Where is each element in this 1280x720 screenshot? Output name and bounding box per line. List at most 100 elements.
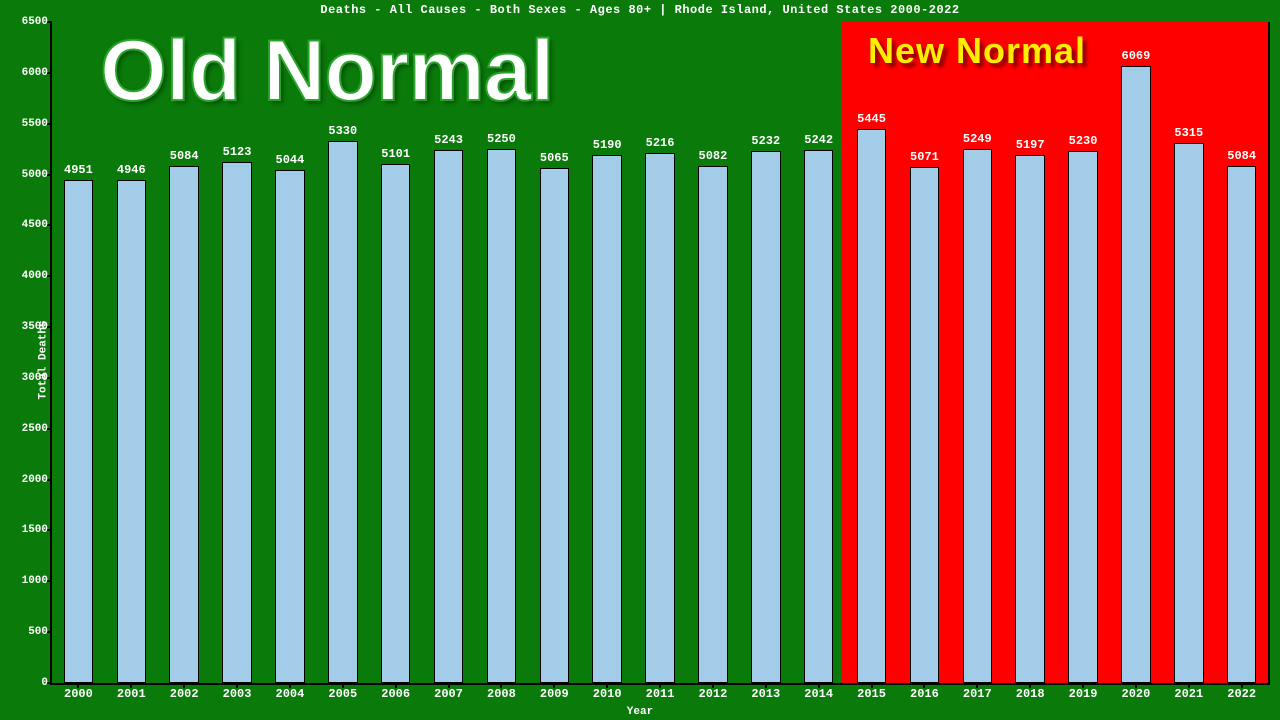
bar-slot: 50442004: [264, 22, 317, 683]
ytick-label: 4500: [22, 219, 48, 231]
bar-slot: 50842022: [1215, 22, 1268, 683]
bar-value-label: 5243: [434, 133, 463, 147]
xtick-label: 2013: [751, 687, 780, 701]
ytick-label: 4000: [22, 270, 48, 282]
xtick-label: 2004: [276, 687, 305, 701]
bar-value-label: 5242: [804, 133, 833, 147]
ytick-label: 3500: [22, 321, 48, 333]
bar-slot: 51972018: [1004, 22, 1057, 683]
bar-value-label: 5249: [963, 132, 992, 146]
bar-slot: 53302005: [316, 22, 369, 683]
bar: [963, 149, 993, 683]
bar-slot: 53152021: [1162, 22, 1215, 683]
bar: [1174, 143, 1204, 683]
bar: [1015, 155, 1045, 683]
bar-slot: 51902010: [581, 22, 634, 683]
xtick-label: 2021: [1174, 687, 1203, 701]
bar-slot: 50652009: [528, 22, 581, 683]
xtick-label: 2022: [1227, 687, 1256, 701]
ytick-label: 1500: [22, 524, 48, 536]
bar-slot: 50712016: [898, 22, 951, 683]
bar-slot: 60692020: [1110, 22, 1163, 683]
bar: [804, 150, 834, 683]
xtick-label: 2001: [117, 687, 146, 701]
bar-value-label: 5084: [1227, 149, 1256, 163]
bar-value-label: 5101: [381, 147, 410, 161]
bar-value-label: 5084: [170, 149, 199, 163]
bar-slot: 52322013: [739, 22, 792, 683]
bar-slot: 51232003: [211, 22, 264, 683]
bar-value-label: 5216: [646, 136, 675, 150]
plot-area: 0500100015002000250030003500400045005000…: [50, 22, 1270, 685]
bar: [751, 151, 781, 683]
bar-value-label: 5190: [593, 138, 622, 152]
bar-slot: 52162011: [634, 22, 687, 683]
bars-group: 4951200049462001508420025123200350442004…: [52, 22, 1268, 683]
bar-slot: 52302019: [1057, 22, 1110, 683]
bar: [540, 168, 570, 683]
xtick-label: 2010: [593, 687, 622, 701]
bar-value-label: 5197: [1016, 138, 1045, 152]
ytick-label: 3000: [22, 372, 48, 384]
bar-slot: 52422014: [792, 22, 845, 683]
xtick-label: 2012: [699, 687, 728, 701]
bar-value-label: 5044: [276, 153, 305, 167]
xtick-label: 2011: [646, 687, 675, 701]
x-axis-label: Year: [0, 706, 1280, 718]
bar: [169, 166, 199, 683]
ytick-label: 5500: [22, 118, 48, 130]
bar-slot: 49462001: [105, 22, 158, 683]
bar-slot: 49512000: [52, 22, 105, 683]
bar-value-label: 5232: [751, 134, 780, 148]
bar-value-label: 5065: [540, 151, 569, 165]
xtick-label: 2009: [540, 687, 569, 701]
ytick-label: 500: [28, 626, 48, 638]
bar: [698, 166, 728, 683]
bar-value-label: 5082: [699, 149, 728, 163]
bar-slot: 52432007: [422, 22, 475, 683]
xtick-label: 2000: [64, 687, 93, 701]
bar-value-label: 5315: [1174, 126, 1203, 140]
ytick-label: 1000: [22, 575, 48, 587]
bar-value-label: 5071: [910, 150, 939, 164]
bar: [381, 164, 411, 683]
ytick-label: 6500: [22, 16, 48, 28]
xtick-label: 2019: [1069, 687, 1098, 701]
xtick-label: 2016: [910, 687, 939, 701]
bar-value-label: 5445: [857, 112, 886, 126]
xtick-label: 2020: [1122, 687, 1151, 701]
xtick-label: 2006: [381, 687, 410, 701]
ytick-label: 5000: [22, 169, 48, 181]
bar: [645, 153, 675, 683]
xtick-label: 2005: [328, 687, 357, 701]
bar-value-label: 6069: [1122, 49, 1151, 63]
bar: [328, 141, 358, 683]
xtick-label: 2008: [487, 687, 516, 701]
bar: [1227, 166, 1257, 683]
bar: [64, 180, 94, 683]
bar-slot: 54452015: [845, 22, 898, 683]
bar: [857, 129, 887, 683]
ytick-label: 6000: [22, 67, 48, 79]
bar-value-label: 4951: [64, 163, 93, 177]
xtick-label: 2003: [223, 687, 252, 701]
bar-value-label: 4946: [117, 163, 146, 177]
bar: [434, 150, 464, 683]
xtick-label: 2018: [1016, 687, 1045, 701]
bar: [222, 162, 252, 683]
ytick-label: 2000: [22, 474, 48, 486]
bar: [117, 180, 147, 683]
bar: [910, 167, 940, 683]
bar-value-label: 5330: [328, 124, 357, 138]
bar: [592, 155, 622, 683]
bar: [1121, 66, 1151, 683]
bar: [1068, 151, 1098, 683]
bar-slot: 51012006: [369, 22, 422, 683]
bar-slot: 50822012: [687, 22, 740, 683]
bar-value-label: 5123: [223, 145, 252, 159]
xtick-label: 2002: [170, 687, 199, 701]
ytick-label: 2500: [22, 423, 48, 435]
bar: [275, 170, 305, 683]
xtick-label: 2007: [434, 687, 463, 701]
chart-container: Deaths - All Causes - Both Sexes - Ages …: [0, 0, 1280, 720]
